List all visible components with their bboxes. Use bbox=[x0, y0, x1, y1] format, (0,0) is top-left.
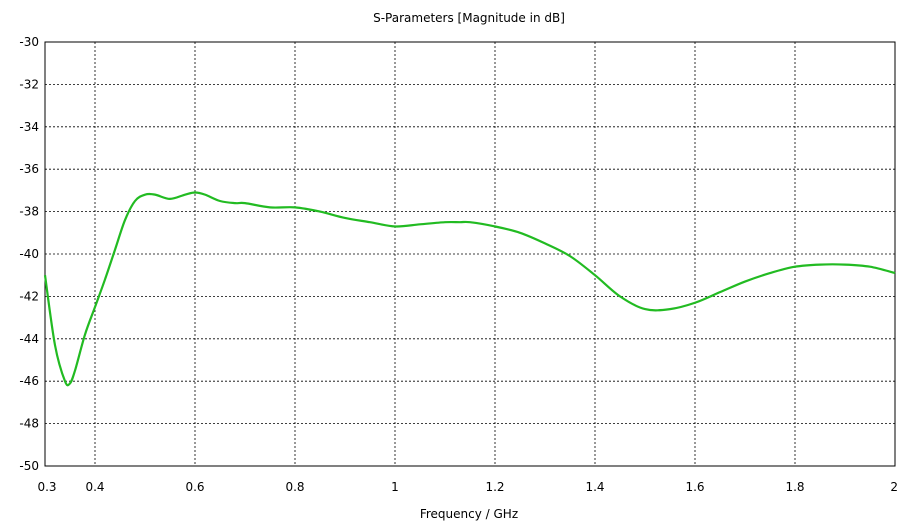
x-tick-label: 0.6 bbox=[185, 480, 204, 494]
x-axis-title: Frequency / GHz bbox=[420, 507, 518, 521]
x-tick-label: 0.3 bbox=[37, 480, 56, 494]
y-tick-label: -34 bbox=[19, 120, 39, 134]
y-tick-label: -46 bbox=[19, 374, 39, 388]
y-tick-label: -48 bbox=[19, 417, 39, 431]
grid-lines bbox=[45, 42, 895, 466]
y-tick-label: -38 bbox=[19, 205, 39, 219]
x-tick-label: 2 bbox=[890, 480, 898, 494]
series-layer bbox=[43, 191, 896, 387]
x-axis: 0.3 0.4 0.6 0.8 1 1.2 1.4 1.6 1.8 2 bbox=[37, 480, 898, 494]
plot-area bbox=[44, 41, 896, 467]
x-tick-label: 0.4 bbox=[85, 480, 104, 494]
y-tick-label: -36 bbox=[19, 162, 39, 176]
chart-title: S-Parameters [Magnitude in dB] bbox=[373, 11, 565, 25]
x-tick-label: 0.8 bbox=[285, 480, 304, 494]
y-tick-label: -32 bbox=[19, 77, 39, 91]
x-tick-label: 1.4 bbox=[585, 480, 604, 494]
x-tick-label: 1 bbox=[391, 480, 399, 494]
x-tick-label: 1.8 bbox=[785, 480, 804, 494]
y-tick-label: -44 bbox=[19, 332, 39, 346]
x-tick-label: 1.2 bbox=[485, 480, 504, 494]
series-line bbox=[43, 191, 896, 387]
y-tick-label: -40 bbox=[19, 247, 39, 261]
y-tick-label: -30 bbox=[19, 35, 39, 49]
y-tick-label: -50 bbox=[19, 459, 39, 473]
y-axis: -30 -32 -34 -36 -38 -40 -42 -44 -46 -48 -50 bbox=[19, 35, 39, 473]
y-tick-label: -42 bbox=[19, 289, 39, 303]
x-tick-label: 1.6 bbox=[685, 480, 704, 494]
